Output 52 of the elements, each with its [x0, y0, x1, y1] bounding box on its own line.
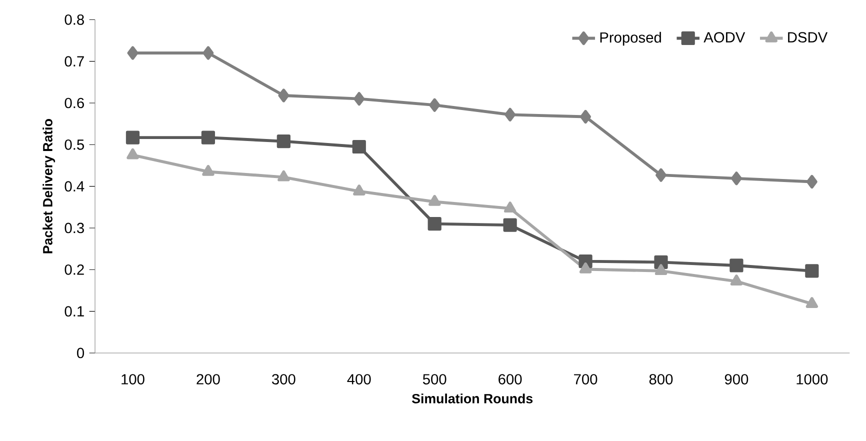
- x-tick-label: 600: [498, 374, 522, 384]
- point: [730, 258, 744, 272]
- x-tick-label: 1000: [796, 374, 828, 384]
- point: [429, 98, 440, 112]
- point: [202, 164, 214, 176]
- x-tick-label: 900: [724, 374, 748, 384]
- point: [806, 174, 818, 189]
- point: [278, 170, 290, 182]
- y-tick-label: 0.1: [64, 306, 84, 317]
- x-tick-label: 200: [196, 374, 220, 384]
- point: [353, 184, 366, 196]
- point: [656, 168, 666, 182]
- point: [201, 130, 216, 144]
- point: [730, 172, 742, 186]
- x-tick-label: 300: [272, 374, 296, 384]
- point: [654, 264, 668, 276]
- x-tick-label: 400: [347, 374, 371, 384]
- point: [354, 92, 365, 106]
- x-tick-label: 700: [574, 374, 598, 384]
- y-tick-label: 0.5: [64, 139, 84, 150]
- legend-label: Proposed: [600, 32, 661, 46]
- point: [806, 297, 818, 308]
- point: [504, 202, 516, 213]
- point: [127, 46, 138, 60]
- point: [580, 110, 592, 124]
- point: [428, 194, 441, 206]
- point: [503, 218, 517, 232]
- point: [805, 264, 819, 278]
- y-tick-label: 0.4: [64, 181, 84, 192]
- x-axis-title: Simulation Rounds: [412, 394, 533, 404]
- y-tick-label: 0.6: [64, 98, 84, 108]
- point: [202, 46, 214, 60]
- legend-label: DSDV: [788, 32, 828, 43]
- point: [428, 217, 442, 231]
- y-tick-label: 0.7: [64, 56, 84, 67]
- y-axis-title: Packet Delivery Ratio: [42, 119, 56, 254]
- y-tick-label: 0.8: [64, 14, 84, 25]
- y-tick-label: 0: [77, 348, 84, 358]
- y-tick-label: 0.2: [64, 264, 84, 275]
- point: [126, 148, 139, 160]
- x-tick-label: 800: [649, 374, 673, 384]
- point: [579, 262, 592, 274]
- point: [352, 140, 366, 154]
- x-tick-label: 100: [122, 374, 144, 384]
- legend-label: AODV: [704, 32, 746, 43]
- point: [730, 274, 743, 286]
- point: [278, 88, 290, 102]
- y-tick-label: 0.3: [64, 222, 84, 234]
- x-tick-label: 500: [422, 374, 446, 384]
- point: [126, 130, 140, 144]
- point: [504, 108, 516, 122]
- point: [276, 134, 290, 148]
